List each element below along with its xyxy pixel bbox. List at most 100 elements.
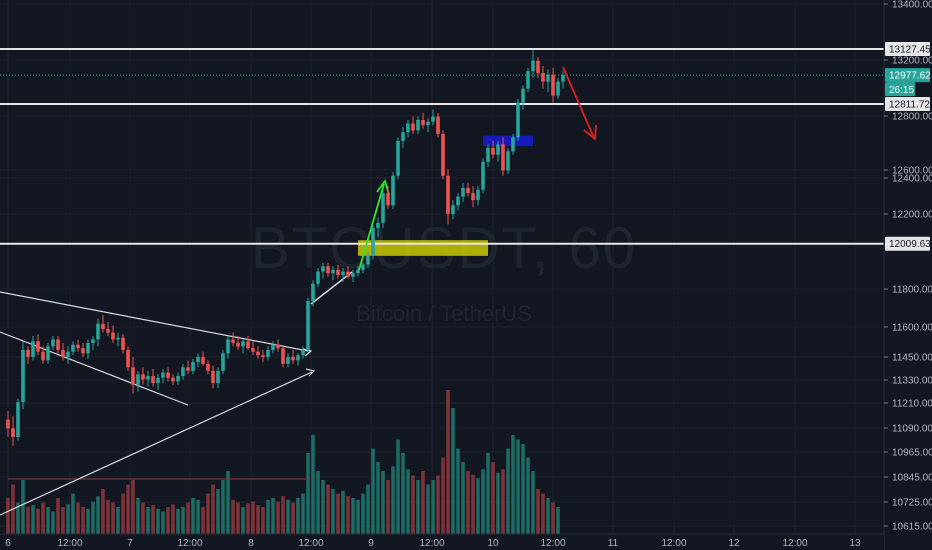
volume-bar [166,507,170,534]
countdown-tag-label: 26:15 [889,85,914,96]
candle-body [316,271,320,284]
candle-body [516,102,520,138]
red-arrow-head [583,124,597,141]
volume-bar [76,502,80,534]
candles [6,50,565,446]
candle-body [356,269,360,274]
volume-bar [306,453,310,534]
candle-body [116,337,120,340]
candle-body [211,370,215,384]
candle-body [301,349,305,356]
volume-bar [271,498,275,534]
volume-bar [346,496,350,534]
candle-body [296,355,300,361]
volume-bar [286,499,290,534]
volume-bar [26,507,30,534]
price-level-lines[interactable] [0,48,884,245]
volume-bar [41,502,45,534]
x-tick-label: 12:00 [540,538,565,549]
candle-body [491,147,495,155]
volume-bar [221,480,225,534]
candle-body [241,341,245,347]
volume-bar [281,496,285,534]
candle-body [21,349,25,403]
price-level-tag-label: 13127.45 [889,45,931,56]
volume-bar [311,435,315,534]
price-level-tag [885,236,930,251]
candle-body [171,377,175,382]
candle-body [281,348,285,364]
candle-body [251,348,255,352]
x-tick-label: 12:00 [298,538,323,549]
volume-bar [421,471,425,534]
candle-body [391,175,395,206]
price-level-tag-label: 12811.72 [889,100,930,111]
x-tick-label: 9 [368,538,374,549]
candle-body [536,60,540,73]
candle-body [191,362,195,371]
volume-bar [326,484,330,534]
countdown-tag [885,82,915,97]
y-tick-label: 13200.00 [892,56,932,67]
volume-bar [136,498,140,534]
volume-bar [476,478,480,534]
price-level-tag-label: 12009.63 [889,239,931,250]
candle-body [461,187,465,197]
candle-body [16,402,20,438]
y-tick-label: 10845.00 [892,473,932,484]
volume-bar [216,489,220,534]
candle-body [136,374,140,385]
volume-bar [81,507,85,534]
x-axis[interactable]: 6 12:00 7 12:00 8 12:00 9 12:00 10 12:00 11 12:00 12… [0,533,884,550]
volume-bar [61,507,65,534]
candle-body [201,356,205,364]
volume-bar [156,508,160,534]
candle-body [131,367,135,385]
triangle-upper-trendline [0,291,309,352]
x-tick-label: 12:00 [419,538,444,549]
triangle-upper-arrowhead [302,348,313,357]
volume-bar [331,489,335,534]
volume-bar [466,471,470,534]
candle-body [481,161,485,190]
volume-bar [106,499,110,534]
volume-bar [396,439,400,534]
volume-bar [371,448,375,534]
volume-bar [16,502,20,534]
volume-bar [341,490,345,534]
candle-body [306,301,310,350]
y-tick-label: 11800.00 [892,285,932,296]
volume-bar [496,472,500,534]
volume-bar [226,471,230,534]
demand-zone [483,135,533,147]
candle-body [441,133,445,176]
volume-bar [401,453,405,534]
x-axis-background [0,534,884,550]
candle-body [291,356,295,361]
candle-body [456,196,460,206]
volume-bar [111,502,115,534]
candle-body [166,372,170,378]
volume-bar [461,462,465,534]
volume-bar [6,498,10,534]
y-tick-label: 10965.00 [892,448,932,459]
volume-bar [546,498,550,534]
volume-bar [211,484,215,534]
volume-bar [56,498,60,534]
volume-bar [91,501,95,534]
supply-zone [358,240,488,256]
candle-body [336,269,340,276]
candle-body [256,351,260,356]
candle-body [406,123,410,133]
volume-bar [126,484,130,534]
candle-body [271,344,275,350]
volume-bar [46,507,50,534]
candle-body [11,428,15,438]
volume-bar [301,493,305,534]
candle-body [56,339,60,350]
volume-bar [481,469,485,534]
volume-bar [181,507,185,534]
volume-bar [501,469,505,534]
candle-body [186,367,190,371]
